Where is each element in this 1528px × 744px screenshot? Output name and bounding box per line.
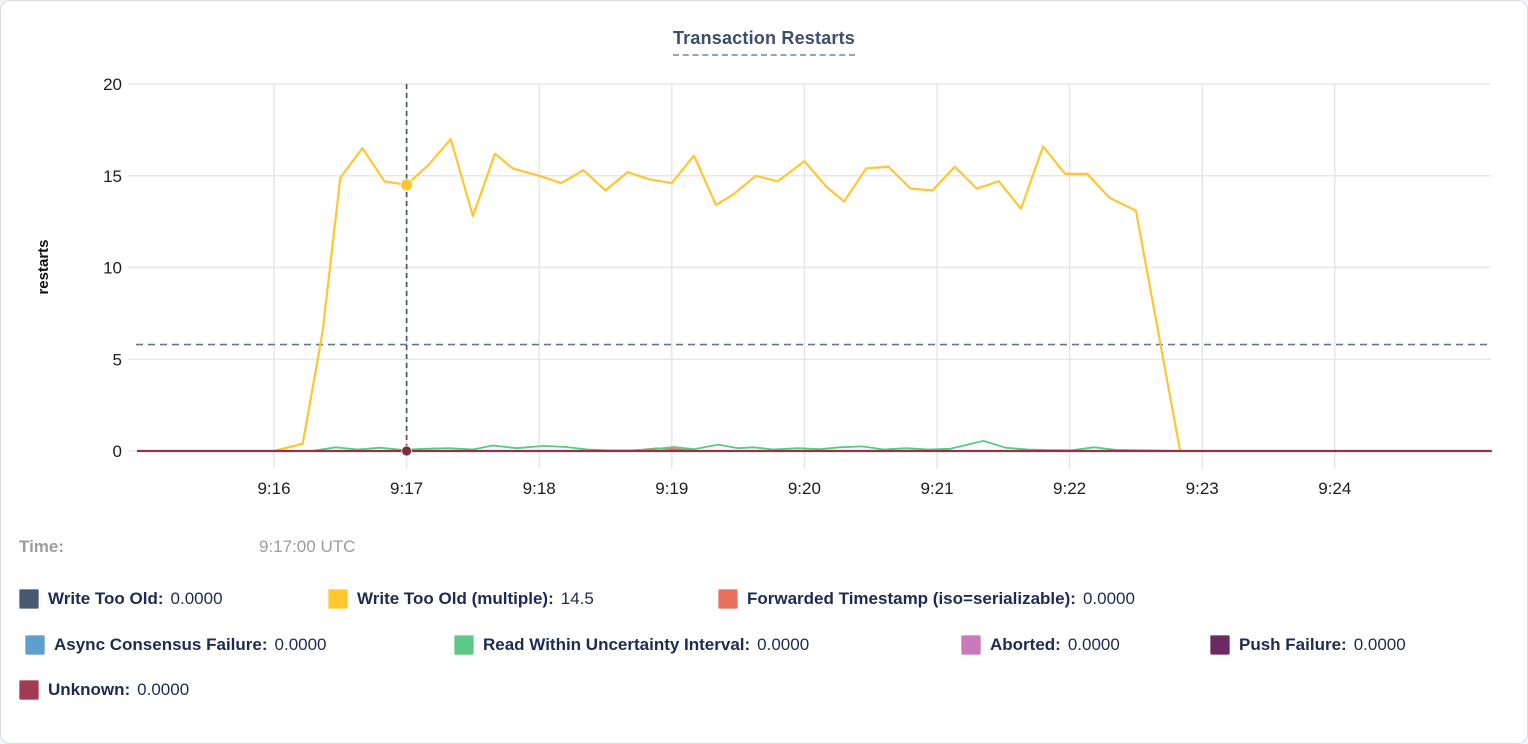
time-label: Time: [19, 537, 65, 556]
legend-item-forwarded-timestamp-iso-serializable: Forwarded Timestamp (iso=serializable): 0… [718, 589, 1135, 609]
legend-item-async-consensus-failure: Async Consensus Failure: 0.0000 [25, 635, 327, 655]
chart-title: Transaction Restarts [1, 28, 1527, 56]
chart-title-text[interactable]: Transaction Restarts [672, 28, 856, 56]
y-tick-label: 10 [103, 259, 122, 278]
legend-value: 0.0000 [274, 635, 327, 654]
legend-label: Read Within Uncertainty Interval: [483, 635, 751, 654]
hover-dot-write-too-old-multiple [400, 178, 414, 192]
legend-value: 0.0000 [170, 589, 223, 608]
x-tick-label: 9:24 [1318, 479, 1351, 498]
y-tick-label: 5 [113, 350, 122, 369]
hover-dot-unknown [401, 445, 413, 457]
y-axis-label: restarts [35, 239, 52, 294]
x-tick-label: 9:17 [390, 479, 423, 498]
legend-value: 0.0000 [1082, 589, 1135, 608]
write-too-old-multiple-swatch [328, 589, 348, 609]
legend-label: Async Consensus Failure: [54, 635, 268, 654]
hover-time-row: Time: 9:17:00 UTC [1, 537, 1527, 563]
legend-item-write-too-old-multiple: Write Too Old (multiple): 14.5 [328, 589, 594, 609]
aborted-swatch [961, 635, 981, 655]
legend-label: Push Failure: [1239, 635, 1347, 654]
time-value: 9:17:00 UTC [259, 537, 356, 556]
legend-item-unknown: Unknown: 0.0000 [19, 680, 189, 700]
legend-label: Write Too Old (multiple): [357, 589, 554, 608]
x-tick-label: 9:23 [1186, 479, 1219, 498]
x-tick-label: 9:21 [920, 479, 953, 498]
transaction-restarts-chart[interactable]: 0 5 10 15 20 9:16 9:17 9:18 9:19 9:20 9:21 9:22 9:23… [1, 1, 1527, 521]
unknown-swatch [19, 680, 39, 700]
legend-value: 14.5 [560, 589, 594, 608]
legend-value: 0.0000 [137, 680, 190, 699]
legend-value: 0.0000 [1067, 635, 1120, 654]
x-tick-label: 9:20 [788, 479, 821, 498]
write-too-old-swatch [19, 589, 39, 609]
legend-value: 0.0000 [757, 635, 810, 654]
forwarded-timestamp-iso-serializable-swatch [718, 589, 738, 609]
y-tick-label: 0 [113, 442, 122, 461]
x-tick-label: 9:16 [257, 479, 290, 498]
legend-item-aborted: Aborted: 0.0000 [961, 635, 1120, 655]
y-tick-label: 15 [103, 167, 122, 186]
legend-label: Write Too Old: [48, 589, 164, 608]
async-consensus-failure-swatch [25, 635, 45, 655]
legend-item-push-failure: Push Failure: 0.0000 [1210, 635, 1406, 655]
series-line-read-within-uncertainty-interval [313, 440, 1181, 452]
y-tick-label: 20 [103, 75, 122, 94]
push-failure-swatch [1210, 635, 1230, 655]
legend-item-read-within-uncertainty-interval: Read Within Uncertainty Interval: 0.0000 [454, 635, 809, 655]
x-tick-label: 9:19 [655, 479, 688, 498]
legend-label: Aborted: [990, 635, 1061, 654]
legend-label: Unknown: [48, 680, 131, 699]
legend-label: Forwarded Timestamp (iso=serializable): [747, 589, 1076, 608]
x-tick-label: 9:18 [523, 479, 556, 498]
legend-value: 0.0000 [1353, 635, 1406, 654]
legend-item-write-too-old: Write Too Old: 0.0000 [19, 589, 223, 609]
read-within-uncertainty-interval-swatch [454, 635, 474, 655]
x-tick-label: 9:22 [1053, 479, 1086, 498]
